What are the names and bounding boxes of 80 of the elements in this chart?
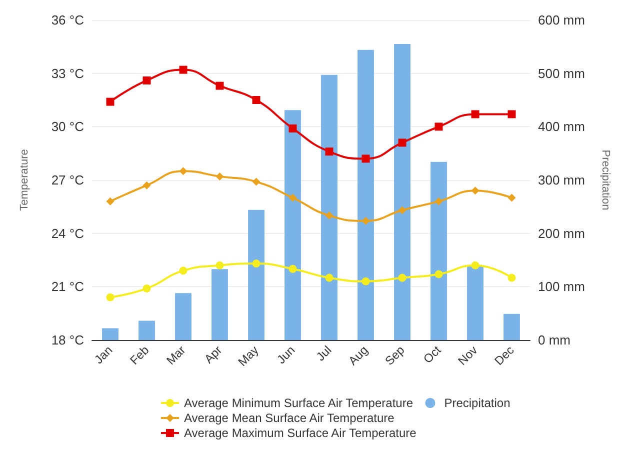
point <box>179 66 188 74</box>
x-tick-label: Sep <box>382 342 408 368</box>
legend-label: Average Minimum Surface Air Temperature <box>184 396 414 410</box>
point <box>471 261 480 270</box>
bar <box>394 44 410 340</box>
x-tick-label: Nov <box>455 343 480 368</box>
point <box>508 274 516 282</box>
x-tick-label: Aug <box>346 343 371 368</box>
x-tick-label: Feb <box>127 342 152 368</box>
point <box>398 206 406 214</box>
point <box>216 261 224 270</box>
point <box>362 216 370 225</box>
point <box>252 96 260 104</box>
point <box>179 167 188 176</box>
point <box>325 274 334 282</box>
y-tick-label: 24 °C <box>51 226 84 241</box>
bar <box>175 293 192 340</box>
point <box>216 172 224 180</box>
bar <box>138 320 155 340</box>
point <box>106 197 114 206</box>
point <box>325 148 334 156</box>
point <box>142 181 151 190</box>
bar <box>430 162 447 340</box>
point <box>434 122 443 131</box>
point <box>142 76 151 84</box>
point <box>508 194 516 202</box>
point <box>471 110 480 118</box>
bar <box>102 328 118 340</box>
x-tick-label: Mar <box>164 343 188 368</box>
y-tick-label: 33 °C <box>51 66 84 81</box>
point <box>106 293 114 302</box>
bar <box>248 210 264 340</box>
point <box>434 270 443 278</box>
point <box>471 186 480 195</box>
bar <box>467 266 484 340</box>
y2-tick-label: 500 mm <box>538 66 585 81</box>
x-tick-label: May <box>235 343 262 369</box>
y-tick-label: 21 °C <box>51 279 84 294</box>
bar <box>284 110 301 340</box>
point <box>288 194 297 202</box>
bar <box>504 314 520 340</box>
x-tick-label: Dec <box>492 343 517 368</box>
y2-tick-label: 600 mm <box>538 12 585 28</box>
point <box>252 178 260 186</box>
y-tick-label: 36 °C <box>51 12 84 28</box>
legend-label: Average Maximum Surface Air Temperature <box>184 426 417 440</box>
bar <box>212 269 228 340</box>
point <box>106 98 114 106</box>
point <box>434 197 443 206</box>
x-tick-label: Jun <box>274 343 298 367</box>
y-tick-label: 18 °C <box>51 332 84 348</box>
point <box>362 154 370 163</box>
point <box>288 264 297 273</box>
legend-label: Precipitation <box>444 396 510 410</box>
point <box>325 212 334 220</box>
y-axis-title: Temperature <box>18 149 30 211</box>
y-tick-label: 30 °C <box>51 119 84 134</box>
x-tick-label: Apr <box>202 343 225 366</box>
x-tick-label: Jan <box>92 343 116 367</box>
point <box>252 260 260 268</box>
y-tick-label: 27 °C <box>51 172 84 188</box>
bar <box>321 74 338 340</box>
y2-axis-title: Precipitation <box>600 150 612 210</box>
point <box>179 266 188 275</box>
point <box>398 138 406 147</box>
y2-tick-label: 100 mm <box>538 279 585 294</box>
point <box>508 110 516 118</box>
point <box>398 274 406 282</box>
y2-tick-label: 200 mm <box>538 226 585 241</box>
point <box>142 284 151 292</box>
x-tick-label: Oct <box>420 342 444 366</box>
point <box>216 82 224 90</box>
point <box>362 277 370 286</box>
bar <box>358 50 374 340</box>
x-tick-label: Jul <box>313 343 334 364</box>
point <box>288 124 297 132</box>
y2-tick-label: 300 mm <box>538 172 585 188</box>
y2-tick-label: 400 mm <box>538 119 585 134</box>
y2-tick-label: 0 mm <box>538 332 570 348</box>
legend-label: Average Mean Surface Air Temperature <box>184 411 395 425</box>
